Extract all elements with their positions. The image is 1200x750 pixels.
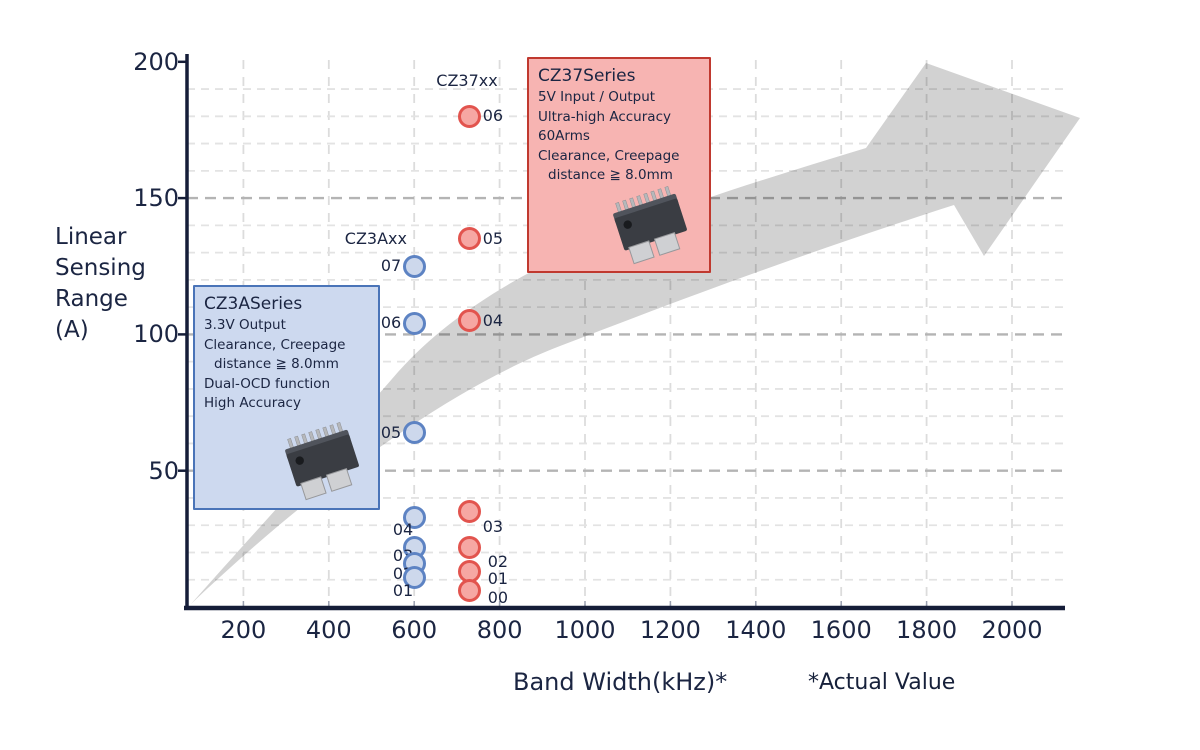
x-tick-label-200: 200 bbox=[220, 616, 267, 644]
x-tick-label-1600: 1600 bbox=[810, 616, 872, 644]
point-label-cz37xx-00: 00 bbox=[487, 587, 509, 607]
cz37-box-line: 60Arms bbox=[538, 128, 590, 144]
data-point-cz37xx-04 bbox=[458, 309, 482, 333]
y-axis-title-line: Range bbox=[55, 286, 128, 312]
x-axis-title: Band Width(kHz)* bbox=[513, 668, 728, 696]
x-tick-label-2000: 2000 bbox=[981, 616, 1043, 644]
actual-value-note: *Actual Value bbox=[808, 670, 956, 695]
point-label-cz3axx-05: 05 bbox=[380, 422, 402, 442]
x-tick-label-1800: 1800 bbox=[896, 616, 958, 644]
x-tick-label-1200: 1200 bbox=[639, 616, 701, 644]
cz37-box-line: Clearance, Creepage bbox=[538, 147, 680, 164]
cz3a-box-line: Clearance, Creepage bbox=[204, 336, 346, 353]
point-label-cz37xx-04: 04 bbox=[482, 310, 504, 330]
x-tick-label-800: 800 bbox=[476, 616, 523, 644]
y-axis-title-line: Linear bbox=[55, 224, 127, 250]
point-label-cz37xx-01: 01 bbox=[487, 568, 509, 588]
point-label-cz37xx-05: 05 bbox=[482, 228, 504, 248]
y-tick-label-50: 50 bbox=[148, 456, 179, 485]
data-point-cz3axx-05 bbox=[402, 421, 426, 445]
y-axis-title-line: Sensing bbox=[55, 255, 146, 281]
cz37-box-line: Ultra-high Accuracy bbox=[538, 108, 671, 125]
cz3a-series-info-box: CZ3ASeries 3.3V Output Clearance, Creepa… bbox=[193, 285, 380, 510]
x-tick-label-600: 600 bbox=[391, 616, 438, 644]
data-point-cz37xx-03 bbox=[458, 500, 482, 524]
cz37-box-title: CZ37Series bbox=[538, 66, 636, 86]
cz3a-box-line: 3.3V Output bbox=[204, 317, 286, 333]
y-axis-title: Linear Sensing Range (A) bbox=[55, 222, 146, 346]
y-tick-label-200: 200 bbox=[133, 47, 179, 76]
data-point-cz3axx-07 bbox=[402, 254, 426, 278]
cz3a-box-line: distance ≧ 8.0mm bbox=[214, 356, 339, 372]
cz3a-box-title: CZ3ASeries bbox=[204, 294, 303, 314]
cz37-box-line: 5V Input / Output bbox=[538, 89, 656, 105]
cz3a-box-line: High Accuracy bbox=[204, 395, 301, 411]
cz3a-chip-image bbox=[285, 422, 359, 501]
y-tick-label-150: 150 bbox=[133, 184, 179, 213]
data-point-cz37xx-02 bbox=[458, 535, 482, 559]
data-point-cz3axx-06 bbox=[402, 311, 426, 335]
point-label-cz37xx-03: 03 bbox=[482, 516, 504, 536]
cz37-box-line: distance ≧ 8.0mm bbox=[548, 167, 673, 183]
x-tick-label-1000: 1000 bbox=[554, 616, 616, 644]
data-point-cz3axx-04 bbox=[402, 505, 426, 529]
y-axis-title-line: (A) bbox=[55, 317, 89, 343]
point-label-cz3axx-04: 04 bbox=[392, 520, 414, 540]
point-label-cz3axx-01: 01 bbox=[392, 581, 414, 600]
x-tick-label-1400: 1400 bbox=[725, 616, 787, 644]
x-tick-label-400: 400 bbox=[305, 616, 352, 644]
data-point-cz37xx-05 bbox=[458, 227, 482, 251]
point-label-cz3axx-06: 06 bbox=[380, 313, 402, 333]
point-label-cz37xx-02: 02 bbox=[487, 552, 509, 572]
series-label-cz3axx: CZ3Axx bbox=[344, 229, 407, 248]
series-label-cz37xx: CZ37xx bbox=[436, 71, 498, 90]
cz3a-box-line: Dual-OCD function bbox=[204, 375, 331, 392]
cz37-series-info-box: CZ37Series 5V Input / Output Ultra-high … bbox=[527, 57, 711, 273]
data-point-cz37xx-00 bbox=[458, 579, 482, 603]
y-tick-label-100: 100 bbox=[133, 320, 179, 349]
data-point-cz37xx-06 bbox=[458, 104, 482, 128]
point-label-cz37xx-06: 06 bbox=[482, 106, 504, 126]
cz37-chip-image bbox=[613, 186, 687, 265]
point-label-cz3axx-07: 07 bbox=[380, 256, 402, 276]
data-point-cz3axx-01 bbox=[402, 565, 426, 589]
